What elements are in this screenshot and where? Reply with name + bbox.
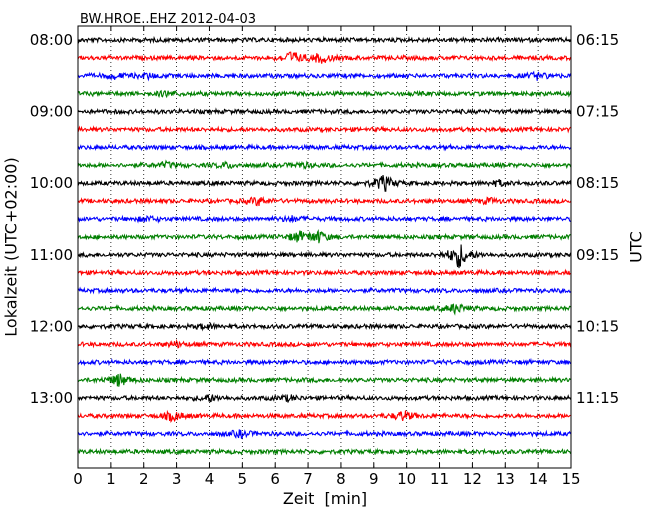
trace-line [77, 195, 572, 207]
chart-title: BW.HROE..EHZ 2012-04-03 [80, 12, 257, 27]
y-tick-label-right: 10:15 [576, 317, 619, 335]
x-tick-label: 6 [270, 470, 280, 488]
trace-line [77, 286, 572, 295]
y-tick-label-right: 08:15 [576, 174, 619, 192]
trace-line [77, 268, 572, 277]
x-tick-label: 1 [106, 470, 116, 488]
trace-line [77, 357, 572, 367]
x-ticks: 0 1 2 3 4 5 6 7 8 9 10 11 12 13 14 15 [73, 26, 581, 488]
trace-line [77, 409, 572, 423]
trace-line [77, 35, 572, 45]
y-tick-label-left: 08:00 [30, 31, 73, 49]
x-tick-label: 13 [496, 470, 515, 488]
y-tick-label-left: 11:00 [30, 246, 73, 264]
trace-line [77, 51, 572, 64]
x-tick-label: 4 [205, 470, 215, 488]
y-tick-label-left: 09:00 [30, 103, 73, 121]
x-tick-label: 7 [303, 470, 313, 488]
x-tick-label: 11 [430, 470, 449, 488]
y-tick-label-left: 10:00 [30, 174, 73, 192]
y-tick-label-right: 09:15 [576, 246, 619, 264]
trace-line [77, 229, 572, 244]
trace-line [77, 244, 572, 269]
x-axis-label: Zeit [min] [282, 489, 368, 508]
trace-line [77, 89, 572, 99]
x-tick-label: 0 [73, 470, 83, 488]
y-axis-label-left: Lokalzeit (UTC+02:00) [1, 157, 21, 337]
y-tick-labels: 08:00 09:00 10:00 11:00 12:00 13:00 06:15 07:15… [30, 31, 619, 407]
x-tick-label: 14 [529, 470, 548, 488]
trace-line [77, 125, 572, 134]
y-tick-label-left: 12:00 [30, 317, 73, 335]
x-tick-label: 2 [139, 470, 149, 488]
trace-line [77, 142, 572, 152]
trace-line [77, 70, 572, 82]
y-tick-label-right: 11:15 [576, 389, 619, 407]
x-tick-label: 8 [336, 470, 346, 488]
y-axis-label-right: UTC [626, 231, 646, 263]
trace-line [77, 303, 572, 316]
y-tick-label-right: 07:15 [576, 103, 619, 121]
trace-line [77, 321, 572, 332]
x-tick-label: 15 [561, 470, 580, 488]
x-tick-label: 9 [369, 470, 379, 488]
x-tick-label: 12 [463, 470, 482, 488]
trace-line [77, 214, 572, 224]
y-tick-label-left: 13:00 [30, 389, 73, 407]
x-tick-label: 3 [172, 470, 182, 488]
x-tick-label: 5 [238, 470, 248, 488]
trace-line [77, 393, 572, 403]
traces-layer [77, 35, 572, 456]
trace-line [77, 107, 572, 117]
trace-line [77, 175, 572, 192]
trace-line [77, 159, 572, 171]
trace-line [77, 338, 572, 349]
grid-layer [110, 26, 539, 468]
plot-frame [77, 25, 572, 469]
trace-line [77, 447, 572, 456]
trace-line [77, 429, 572, 440]
x-tick-label: 10 [397, 470, 416, 488]
y-tick-label-right: 06:15 [576, 31, 619, 49]
trace-line [77, 373, 572, 387]
